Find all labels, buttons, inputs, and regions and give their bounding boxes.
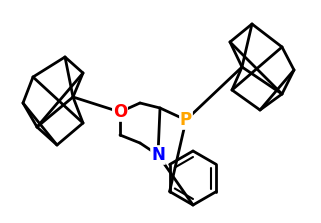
Text: O: O	[113, 103, 127, 121]
Text: N: N	[151, 146, 165, 164]
Text: P: P	[180, 111, 192, 129]
